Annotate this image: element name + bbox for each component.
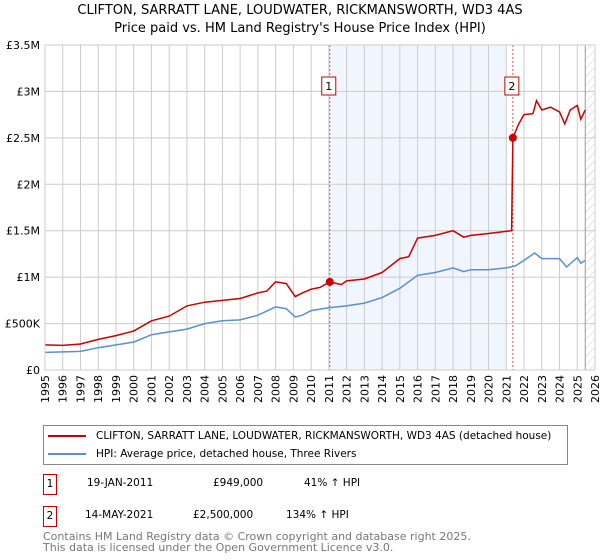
x-tick-label: 2010: [305, 375, 318, 403]
x-tick-label: 2026: [589, 375, 600, 403]
transaction-date: 19-JAN-2011: [87, 477, 154, 489]
legend-label: CLIFTON, SARRATT LANE, LOUDWATER, RICKMA…: [96, 430, 552, 442]
transaction-badge: 2: [43, 506, 57, 527]
transaction-row: 1 19-JAN-2011 £949,000 41% ↑ HPI: [43, 474, 563, 495]
x-tick-label: 2013: [358, 375, 371, 403]
x-tick-label: 2007: [252, 375, 265, 403]
x-tick-label: 2002: [163, 375, 176, 403]
footer-line-1: Contains HM Land Registry data © Crown c…: [43, 530, 471, 543]
x-tick-label: 1995: [39, 375, 52, 403]
legend-swatch-blue: [48, 453, 86, 455]
x-tick-label: 1996: [57, 375, 70, 403]
x-tick-label: 2017: [429, 375, 442, 403]
x-tick-label: 2005: [216, 375, 229, 403]
forecast-hatch: [585, 45, 595, 370]
y-tick-label: £0: [26, 364, 40, 377]
sale-label: 1: [325, 80, 332, 93]
x-tick-label: 2022: [518, 375, 531, 403]
transaction-badge: 1: [43, 474, 57, 495]
series-line: [44, 98, 586, 347]
plot-border: [44, 44, 596, 371]
legend-label: HPI: Average price, detached house, Thre…: [96, 448, 357, 460]
line-chart: 1995 1996 1997 1998 1999 2000 2001 2002 2003 2004…: [5, 39, 600, 403]
sale-label-box: [504, 76, 520, 96]
sale-point: [508, 133, 517, 142]
y-tick-label: £2.5M: [6, 132, 40, 145]
sale-label-box: [321, 76, 337, 96]
y-tick-label: £3M: [17, 85, 41, 98]
legend-item-property: CLIFTON, SARRATT LANE, LOUDWATER, RICKMA…: [48, 428, 551, 444]
x-tick-label: 2008: [270, 375, 283, 403]
transaction-hpi: 134% ↑ HPI: [286, 509, 349, 521]
legend-item-hpi: HPI: Average price, detached house, Thre…: [48, 446, 356, 462]
x-tick-label: 2000: [128, 375, 141, 403]
transaction-row: 2 14-MAY-2021 £2,500,000 134% ↑ HPI: [43, 506, 563, 527]
y-tick-label: £500K: [5, 318, 41, 331]
footer-line-2: This data is licensed under the Open Gov…: [43, 541, 394, 554]
transaction-price: £949,000: [213, 477, 264, 489]
transaction-price: £2,500,000: [193, 509, 254, 521]
x-tick-label: 2009: [287, 375, 300, 403]
x-tick-label: 2018: [447, 375, 460, 403]
x-tick-label: 2025: [571, 375, 584, 403]
chart-subtitle: Price paid vs. HM Land Registry's House …: [114, 21, 486, 36]
x-tick-label: 2003: [181, 375, 194, 403]
x-tick-label: 2014: [376, 375, 389, 403]
x-tick-label: 1997: [74, 375, 87, 403]
x-tick-label: 2021: [500, 375, 513, 403]
transaction-date: 14-MAY-2021: [85, 509, 154, 521]
x-tick-label: 2015: [394, 375, 407, 403]
legend: CLIFTON, SARRATT LANE, LOUDWATER, RICKMA…: [43, 425, 568, 465]
x-tick-label: 1998: [92, 375, 105, 403]
x-tick-label: 2012: [341, 375, 354, 403]
chart-title: CLIFTON, SARRATT LANE, LOUDWATER, RICKMA…: [77, 3, 523, 18]
x-tick-label: 2011: [323, 375, 336, 403]
x-tick-label: 2001: [145, 375, 158, 403]
x-tick-label: 1999: [110, 375, 123, 403]
legend-swatch-red: [48, 435, 86, 437]
x-tick-label: 2006: [234, 375, 247, 403]
y-tick-label: £2M: [17, 178, 41, 191]
x-tick-label: 2020: [483, 375, 496, 403]
sale-point: [325, 277, 334, 286]
footer: Contains HM Land Registry data © Crown c…: [43, 531, 471, 553]
transaction-hpi: 41% ↑ HPI: [304, 477, 361, 489]
y-tick-label: £1.5M: [6, 225, 40, 238]
x-tick-label: 2019: [465, 375, 478, 403]
y-tick-label: £3.5M: [6, 39, 40, 52]
x-tick-label: 2024: [554, 375, 567, 403]
x-tick-label: 2023: [536, 375, 549, 403]
x-tick-label: 2016: [412, 375, 425, 403]
sale-label: 2: [508, 80, 515, 93]
x-tick-label: 2004: [199, 375, 212, 403]
y-tick-label: £1M: [17, 271, 41, 284]
series-line: [44, 252, 586, 354]
